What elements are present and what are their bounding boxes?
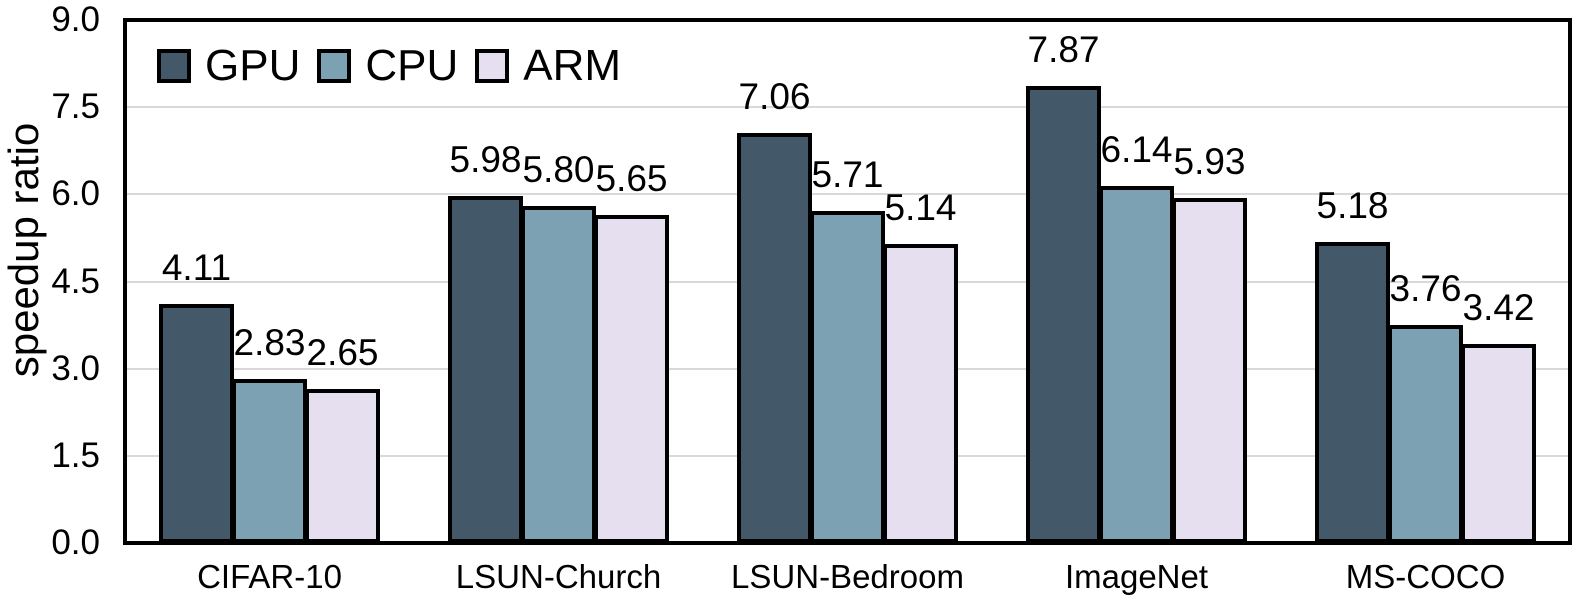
value-label-gpu-imagenet: 7.87 (1027, 28, 1100, 70)
value-label-arm-lsun-bedroom: 5.14 (884, 187, 957, 229)
bar-cpu-lsun-church (521, 205, 596, 543)
y-tick-label-7-5: 7.5 (51, 87, 100, 127)
y-axis-title: speedup ratio (0, 122, 47, 378)
x-axis-label-ms-coco: MS-COCO (1345, 558, 1506, 595)
value-label-arm-lsun-church: 5.65 (595, 157, 668, 199)
bar-arm-lsun-bedroom (883, 244, 958, 543)
bar-cpu-ms-coco (1388, 324, 1463, 543)
legend-item-gpu: GPU (157, 44, 300, 88)
bar-gpu-cifar-10 (159, 304, 234, 543)
value-label-gpu-lsun-bedroom: 7.06 (738, 75, 811, 117)
value-label-cpu-lsun-church: 5.80 (522, 148, 595, 190)
bar-gpu-lsun-bedroom (737, 132, 812, 543)
y-tick-label-6-0: 6.0 (51, 174, 100, 214)
bar-cpu-lsun-bedroom (810, 211, 885, 543)
bar-arm-imagenet (1172, 198, 1247, 543)
value-label-arm-ms-coco: 3.42 (1462, 287, 1535, 329)
legend-swatch-cpu (317, 49, 352, 83)
bar-cpu-cifar-10 (232, 378, 307, 543)
bar-gpu-imagenet (1026, 85, 1101, 543)
y-tick-label-4-5: 4.5 (51, 261, 100, 301)
y-tick-label-3-0: 3.0 (51, 348, 100, 388)
x-axis-label-imagenet: ImageNet (1064, 558, 1209, 595)
legend-swatch-arm (475, 49, 510, 83)
gridline-6 (125, 193, 1570, 196)
legend-label-cpu: CPU (365, 41, 459, 90)
value-label-gpu-cifar-10: 4.11 (161, 247, 232, 289)
gridline-7-5 (125, 106, 1570, 109)
x-axis-label-lsun-church: LSUN-Church (455, 558, 662, 595)
value-label-cpu-ms-coco: 3.76 (1389, 267, 1462, 309)
legend-label-arm: ARM (523, 41, 622, 90)
value-label-gpu-ms-coco: 5.18 (1316, 185, 1389, 226)
bar-gpu-ms-coco (1315, 242, 1390, 543)
legend-item-cpu: CPU (317, 44, 458, 88)
bar-arm-lsun-church (594, 214, 669, 543)
bar-arm-ms-coco (1461, 344, 1536, 543)
legend: GPU CPU ARM (157, 44, 621, 88)
x-axis-label-cifar-10: CIFAR-10 (197, 558, 342, 595)
value-label-cpu-lsun-bedroom: 5.71 (811, 154, 884, 196)
value-label-gpu-lsun-church: 5.98 (449, 138, 522, 180)
y-tick-label-0-0: 0.0 (51, 523, 100, 562)
legend-label-gpu: GPU (205, 41, 301, 90)
plot-area: 4.11 2.83 2.65 5.98 5.80 5.65 7.06 5.71 5.14 7.87… (123, 18, 1572, 545)
y-tick-label-9-0: 9.0 (51, 0, 100, 39)
y-tick-label-1-5: 1.5 (51, 435, 100, 475)
legend-item-arm: ARM (475, 44, 621, 88)
x-axis-label-lsun-bedroom: LSUN-Bedroom (731, 558, 964, 595)
value-label-cpu-cifar-10: 2.83 (233, 321, 306, 363)
value-label-arm-imagenet: 5.93 (1173, 141, 1246, 183)
bar-arm-cifar-10 (305, 389, 380, 543)
bar-gpu-lsun-church (448, 195, 523, 543)
value-label-arm-cifar-10: 2.65 (306, 332, 379, 374)
value-label-cpu-imagenet: 6.14 (1100, 129, 1173, 171)
legend-swatch-gpu (157, 49, 191, 83)
bar-cpu-imagenet (1099, 186, 1174, 543)
